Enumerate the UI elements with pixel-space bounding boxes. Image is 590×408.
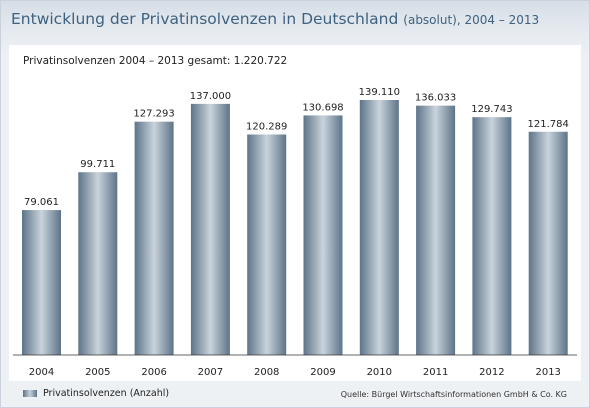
bar-2010 — [359, 100, 399, 355]
title-main: Entwicklung der Privatinsolvenzen in Deu… — [11, 10, 399, 28]
legend: Privatinsolvenzen (Anzahl) — [23, 388, 169, 399]
bar-2004 — [22, 210, 61, 355]
x-tick-label-2004: 2004 — [29, 367, 54, 378]
value-label-2010: 139.110 — [359, 87, 400, 98]
legend-swatch — [23, 390, 37, 397]
value-label-2005: 99.711 — [80, 159, 115, 170]
x-tick-label-2005: 2005 — [85, 367, 110, 378]
bar-2008 — [247, 134, 287, 355]
bar-2007 — [190, 103, 230, 356]
value-label-2008: 120.289 — [246, 122, 287, 133]
chart-subtitle: Privatinsolvenzen 2004 – 2013 gesamt: 1.… — [23, 55, 288, 67]
value-label-2007: 137.000 — [190, 91, 231, 102]
x-tick-label-2012: 2012 — [479, 367, 504, 378]
x-tick-label-2008: 2008 — [254, 367, 279, 378]
value-label-2011: 136.033 — [415, 93, 456, 104]
x-tick-label-2010: 2010 — [367, 367, 392, 378]
bar-2006 — [134, 121, 174, 355]
legend-label: Privatinsolvenzen (Anzahl) — [43, 388, 170, 399]
x-tick-label-2011: 2011 — [423, 367, 448, 378]
value-label-2004: 79.061 — [24, 197, 59, 208]
source-note: Quelle: Bürgel Wirtschaftsinformationen … — [340, 390, 567, 399]
value-label-2009: 130.698 — [302, 102, 343, 113]
x-tick-label-2009: 2009 — [310, 367, 335, 378]
bar-2009 — [303, 115, 343, 355]
x-tick-label-2013: 2013 — [535, 367, 560, 378]
x-tick-label-2007: 2007 — [198, 367, 223, 378]
x-tick-label-2006: 2006 — [141, 367, 166, 378]
bar-2011 — [416, 105, 456, 355]
title-suffix: (absolut), 2004 – 2013 — [403, 13, 540, 27]
bar-2005 — [78, 172, 118, 355]
bar-2013 — [528, 131, 568, 355]
value-label-2012: 129.743 — [471, 104, 512, 115]
chart-title: Entwicklung der Privatinsolvenzen in Deu… — [11, 10, 539, 28]
value-label-2013: 121.784 — [528, 119, 569, 130]
value-label-2006: 127.293 — [133, 109, 174, 120]
bar-2012 — [472, 117, 512, 356]
